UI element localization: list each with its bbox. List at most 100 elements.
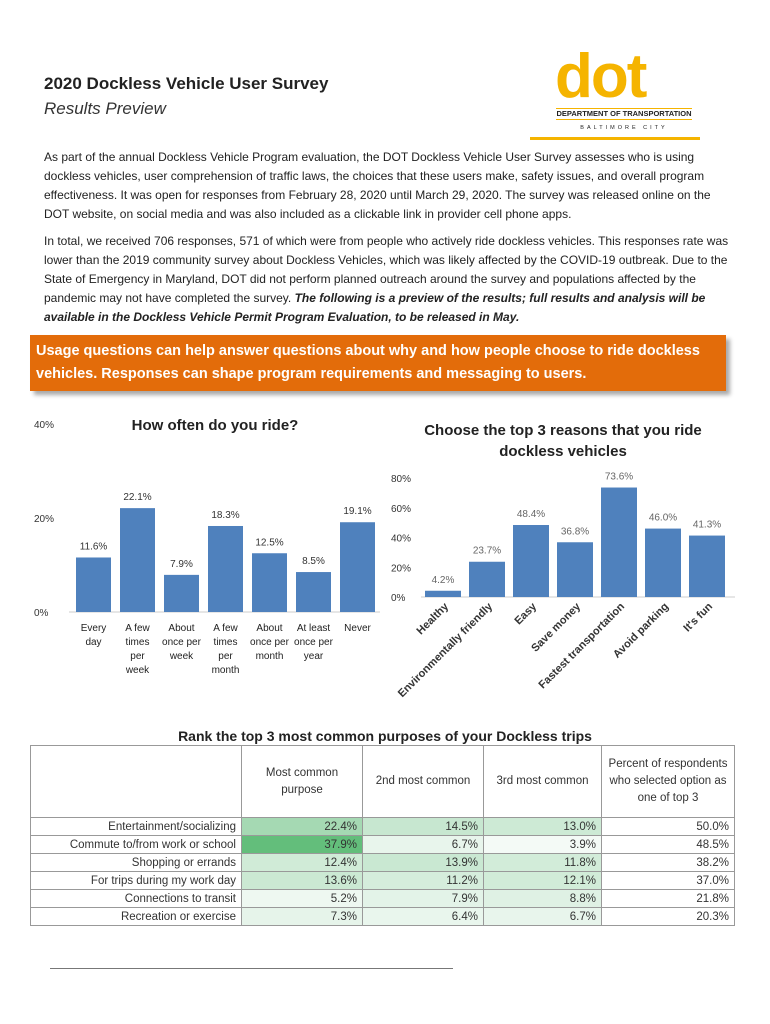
logo-city: BALTIMORE CITY: [580, 125, 668, 131]
category-label: once per: [294, 637, 334, 648]
category-label: About: [168, 623, 194, 634]
table-title: Rank the top 3 most common purposes of y…: [178, 728, 592, 744]
total-cell: 20.3%: [601, 907, 735, 926]
category-label: once per: [250, 637, 290, 648]
bar: [164, 574, 199, 612]
category-label: day: [85, 637, 101, 648]
y-tick-label: 20%: [391, 563, 411, 574]
intro-paragraph-2: In total, we received 706 responses, 571…: [44, 232, 734, 327]
category-label: Never: [344, 623, 371, 634]
intro-paragraph-1: As part of the annual Dockless Vehicle P…: [44, 150, 711, 221]
logo-word: dot: [555, 42, 647, 111]
chart-title: How often do you ride?: [132, 417, 299, 434]
category-label: per: [130, 651, 145, 662]
chart-title: Choose the top 3 reasons that you ride: [424, 422, 702, 439]
intro-paragraph-2-text: In total, we received 706 responses, 571…: [44, 234, 729, 305]
bar: [120, 508, 155, 612]
header-2nd: 2nd most common: [362, 745, 484, 818]
purposes-table: Most common purpose 2nd most common 3rd …: [30, 745, 735, 926]
category-label: Environmentally friendly: [396, 600, 496, 700]
heat-cell: 37.9%: [241, 835, 363, 854]
heat-cell: 6.4%: [362, 907, 484, 926]
data-label: 73.6%: [605, 472, 633, 483]
header-percent-top3: Percent of respondents who selected opti…: [601, 745, 735, 818]
row-label: Connections to transit: [30, 889, 242, 908]
data-label: 18.3%: [211, 510, 239, 521]
table-row: Entertainment/socializing 22.4% 14.5% 13.0%…: [30, 817, 735, 836]
data-label: 36.8%: [561, 526, 589, 537]
table-header-row: Most common purpose 2nd most common 3rd …: [30, 745, 735, 818]
y-tick-label: 0%: [391, 593, 406, 604]
data-label: 46.0%: [649, 513, 677, 524]
y-tick-label: 60%: [391, 504, 411, 515]
ride-frequency-chart: How often do you ride? 0% 20% 40% 11.6% Every…: [34, 417, 380, 676]
category-label: A few: [125, 623, 150, 634]
intro-emphasis: The following is a preview of the result…: [44, 291, 706, 324]
heat-cell: 13.0%: [483, 817, 602, 836]
data-label: 11.6%: [80, 541, 108, 552]
y-tick-label: 20%: [34, 514, 54, 525]
intro-section: As part of the annual Dockless Vehicle P…: [30, 148, 730, 391]
page-title: 2020 Dockless Vehicle User Survey: [44, 74, 329, 93]
category-label: month: [256, 651, 284, 662]
heat-cell: 12.4%: [241, 853, 363, 872]
bar: [296, 572, 331, 612]
heat-cell: 22.4%: [241, 817, 363, 836]
usage-banner: Usage questions can help answer question…: [30, 335, 726, 391]
bar: [425, 590, 461, 597]
data-label: 41.3%: [693, 520, 721, 531]
bar: [76, 557, 111, 612]
category-label: A few: [213, 623, 238, 634]
data-label: 12.5%: [255, 537, 283, 548]
category-label: About: [256, 623, 282, 634]
header-blank: [30, 745, 242, 818]
y-tick-label: 40%: [34, 420, 54, 431]
category-label: Fastest transportation: [537, 600, 628, 691]
total-cell: 38.2%: [601, 853, 735, 872]
bar: [557, 542, 593, 597]
category-label: times: [126, 637, 150, 648]
table-row: Commute to/from work or school 37.9% 6.7% 3…: [30, 835, 735, 854]
category-label: week: [125, 665, 150, 676]
category-label: It's fun: [681, 600, 715, 634]
category-label: year: [304, 651, 324, 662]
header-most-common: Most common purpose: [241, 745, 363, 818]
category-label: Every: [81, 623, 107, 634]
page-subtitle: Results Preview: [44, 99, 166, 118]
bar: [340, 522, 375, 612]
data-label: 22.1%: [123, 492, 151, 503]
category-label: once per: [162, 637, 202, 648]
heat-cell: 3.9%: [483, 835, 602, 854]
total-cell: 50.0%: [601, 817, 735, 836]
heat-cell: 13.6%: [241, 871, 363, 890]
category-label: times: [214, 637, 238, 648]
heat-cell: 6.7%: [483, 907, 602, 926]
y-tick-label: 0%: [34, 608, 49, 619]
heat-cell: 7.3%: [241, 907, 363, 926]
row-label: Commute to/from work or school: [30, 835, 242, 854]
table-row: For trips during my work day 13.6% 11.2% 12…: [30, 871, 735, 890]
data-label: 4.2%: [432, 575, 455, 586]
y-tick-label: 80%: [391, 474, 411, 485]
total-cell: 48.5%: [601, 835, 735, 854]
heat-cell: 11.8%: [483, 853, 602, 872]
category-label: Easy: [512, 600, 539, 627]
bar: [513, 525, 549, 597]
category-label: week: [169, 651, 194, 662]
bar: [252, 553, 287, 612]
heat-cell: 6.7%: [362, 835, 484, 854]
logo-divider: [530, 137, 700, 140]
bar: [645, 528, 681, 597]
row-label: Shopping or errands: [30, 853, 242, 872]
bar: [601, 487, 637, 597]
y-tick-label: 40%: [391, 534, 411, 545]
table-row: Shopping or errands 12.4% 13.9% 11.8% 38.2%: [30, 853, 735, 872]
bar: [469, 561, 505, 597]
total-cell: 37.0%: [601, 871, 735, 890]
heat-cell: 11.2%: [362, 871, 484, 890]
heat-cell: 13.9%: [362, 853, 484, 872]
heat-cell: 7.9%: [362, 889, 484, 908]
heat-cell: 12.1%: [483, 871, 602, 890]
total-cell: 21.8%: [601, 889, 735, 908]
